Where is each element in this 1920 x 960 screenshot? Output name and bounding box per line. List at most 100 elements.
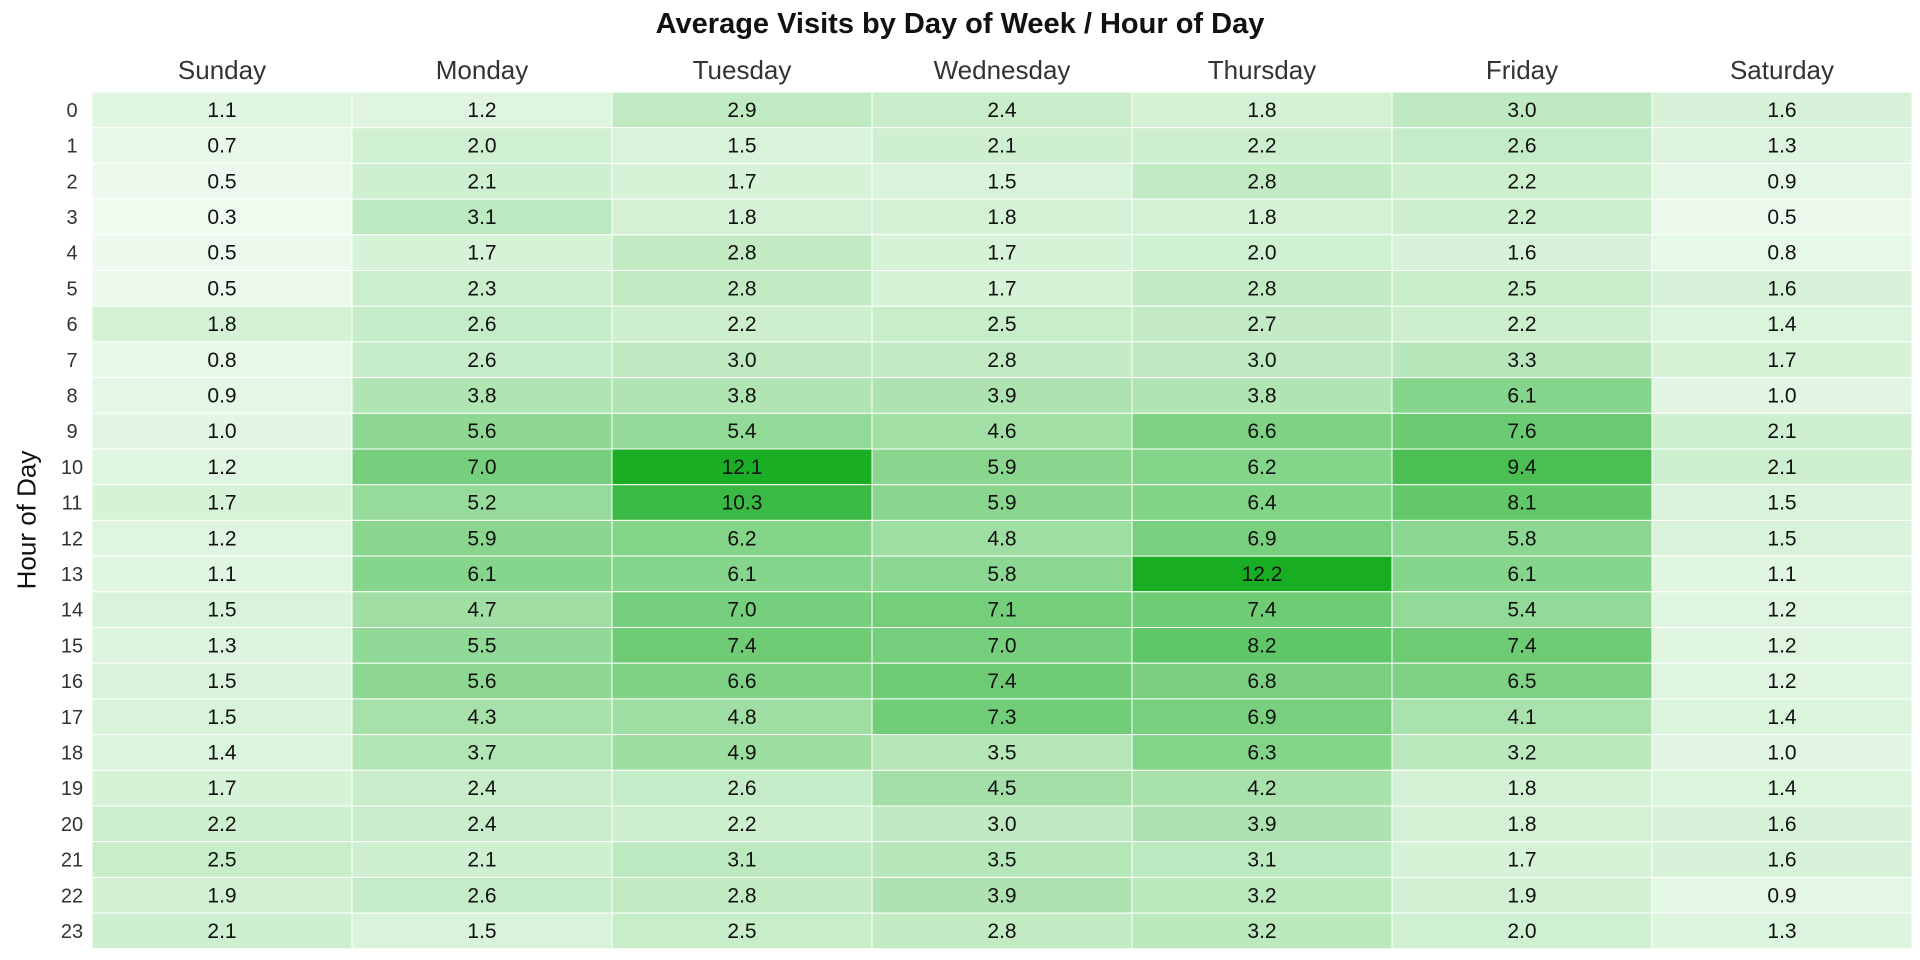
heatmap-cell: 6.1 [611, 555, 873, 593]
heatmap-cell: 3.8 [351, 377, 613, 414]
cell-value-label: 10.3 [722, 492, 763, 515]
cell-value-label: 7.4 [727, 634, 757, 657]
cell-value-label: 1.6 [1767, 277, 1796, 300]
heatmap-cell-rect [611, 698, 873, 736]
heatmap-cell: 1.3 [1651, 912, 1913, 950]
cell-value-label: 6.2 [727, 527, 756, 550]
cell-value-label: 2.1 [467, 849, 496, 872]
heatmap-cell-rect [1391, 448, 1653, 486]
cell-value-label: 1.7 [1767, 349, 1796, 372]
y-tick-label: 13 [61, 564, 83, 586]
heatmap-cell: 2.8 [611, 876, 873, 914]
heatmap-cell: 1.4 [91, 734, 353, 771]
heatmap-cell: 4.5 [871, 769, 1133, 807]
heatmap-cell: 1.8 [1391, 805, 1653, 843]
y-tick-label: 6 [66, 314, 77, 336]
heatmap-cell: 4.3 [351, 698, 613, 736]
cell-value-label: 7.6 [1507, 420, 1536, 443]
cell-value-label: 1.2 [467, 99, 496, 122]
cell-value-label: 1.5 [467, 920, 496, 943]
heatmap-cell: 1.6 [1651, 841, 1913, 878]
heatmap-cell: 5.6 [351, 662, 613, 700]
heatmap-cell: 1.7 [871, 234, 1133, 272]
cell-value-label: 5.5 [467, 634, 496, 657]
cell-value-label: 1.5 [207, 706, 236, 729]
heatmap-cell: 1.5 [611, 127, 873, 164]
heatmap-cell: 1.6 [1391, 234, 1653, 272]
y-tick-label: 18 [61, 742, 83, 764]
cell-value-label: 7.4 [1247, 599, 1277, 622]
cell-value-label: 0.5 [207, 170, 236, 193]
heatmap-cell: 0.8 [91, 341, 353, 379]
y-tick-label: 3 [66, 207, 77, 229]
heatmap-cell: 9.4 [1391, 448, 1653, 486]
heatmap-cell: 1.7 [1391, 841, 1653, 878]
cell-value-label: 1.5 [987, 170, 1016, 193]
heatmap-cell: 2.1 [351, 162, 613, 200]
heatmap-cell-rect [1651, 662, 1913, 700]
cell-value-label: 4.5 [987, 777, 1016, 800]
heatmap-cell: 1.8 [1131, 91, 1393, 129]
cell-value-label: 2.4 [467, 813, 497, 836]
cell-value-label: 2.6 [467, 884, 496, 907]
cell-value-label: 3.9 [987, 884, 1016, 907]
heatmap-cell-rect [611, 270, 873, 307]
heatmap-cell: 12.2 [1131, 555, 1393, 593]
heatmap-cell: 1.9 [91, 876, 353, 914]
heatmap-cell: 1.8 [1391, 769, 1653, 807]
heatmap-cell: 3.3 [1391, 341, 1653, 379]
cell-value-label: 8.2 [1247, 634, 1276, 657]
heatmap-cell: 5.9 [871, 448, 1133, 486]
cell-value-label: 1.0 [1767, 741, 1796, 764]
cell-value-label: 3.2 [1247, 920, 1276, 943]
cell-value-label: 2.6 [1507, 135, 1536, 158]
cell-value-label: 0.5 [207, 277, 236, 300]
cell-value-label: 1.7 [207, 777, 236, 800]
cell-value-label: 1.9 [1507, 884, 1536, 907]
cell-value-label: 6.4 [1247, 492, 1277, 515]
heatmap-cell-rect [1131, 127, 1393, 164]
heatmap-cell-rect [1131, 555, 1393, 593]
heatmap-cell-rect [871, 270, 1133, 307]
heatmap-cell: 1.9 [1391, 876, 1653, 914]
heatmap-cell: 4.2 [1131, 769, 1393, 807]
heatmap-cell: 2.8 [611, 270, 873, 307]
cell-value-label: 2.7 [1247, 313, 1276, 336]
heatmap-cell-rect [351, 734, 613, 771]
heatmap-cell: 3.0 [611, 341, 873, 379]
heatmap-cell: 2.6 [351, 876, 613, 914]
heatmap-cell: 2.8 [611, 234, 873, 272]
heatmap-cell: 0.9 [1651, 162, 1913, 200]
heatmap-cell-rect [871, 627, 1133, 664]
heatmap-cell-rect [1391, 698, 1653, 736]
heatmap-cell: 3.2 [1131, 876, 1393, 914]
cell-value-label: 1.7 [987, 242, 1016, 265]
cell-value-label: 1.3 [207, 634, 236, 657]
heatmap-cell-rect [611, 841, 873, 878]
heatmap-cell: 0.5 [1651, 198, 1913, 236]
cell-value-label: 1.1 [207, 563, 236, 586]
heatmap-cell: 3.9 [1131, 805, 1393, 843]
cell-value-label: 2.2 [1507, 170, 1536, 193]
cell-value-label: 8.1 [1507, 492, 1536, 515]
heatmap-cell-rect [91, 519, 353, 557]
heatmap-cell: 2.2 [611, 305, 873, 343]
cell-value-label: 7.0 [727, 599, 756, 622]
heatmap-cell-rect [91, 412, 353, 450]
cell-value-label: 4.9 [727, 741, 756, 764]
y-tick-label: 2 [66, 171, 77, 193]
heatmap-cell-rect [351, 127, 613, 164]
heatmap-cell-rect [91, 270, 353, 307]
heatmap-cell: 6.3 [1131, 734, 1393, 771]
heatmap-cell-rect [1651, 162, 1913, 200]
cell-value-label: 1.8 [1507, 813, 1536, 836]
heatmap-cell-rect [91, 769, 353, 807]
cell-value-label: 7.0 [987, 634, 1016, 657]
cell-value-label: 12.2 [1242, 563, 1283, 586]
heatmap-cell-rect [1391, 412, 1653, 450]
cell-value-label: 1.6 [1767, 849, 1796, 872]
heatmap-cell-rect [1131, 484, 1393, 521]
heatmap-cell: 1.5 [91, 662, 353, 700]
heatmap-cell: 2.0 [1391, 912, 1653, 950]
